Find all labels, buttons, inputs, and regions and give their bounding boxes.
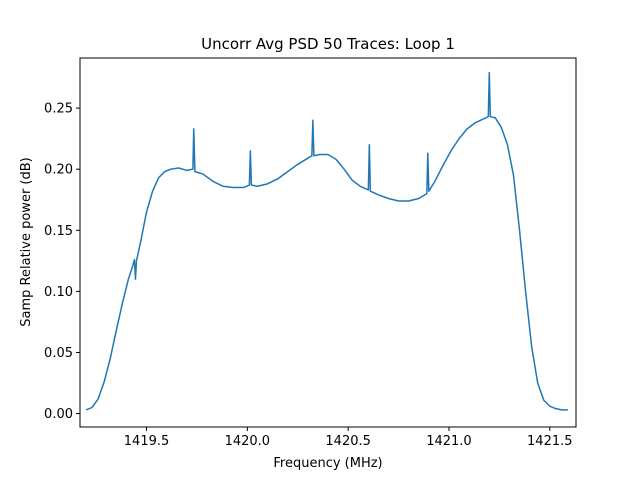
- y-tick-label: 0.10: [44, 285, 73, 300]
- x-tick-label: 1420.5: [325, 434, 371, 449]
- x-axis-label: Frequency (MHz): [273, 456, 382, 471]
- y-tick-label: 0.20: [44, 163, 73, 178]
- y-tick-label: 0.05: [44, 346, 73, 361]
- y-tick-label: 0.15: [44, 224, 73, 239]
- x-tick-label: 1420.0: [225, 434, 271, 449]
- x-tick-label: 1421.5: [527, 434, 573, 449]
- x-tick-label: 1419.5: [124, 434, 170, 449]
- y-tick-label: 0.00: [44, 407, 73, 422]
- y-axis-ticks: 0.00 0.05 0.10 0.15 0.20 0.25: [44, 102, 80, 422]
- plot-background: [80, 58, 576, 427]
- y-tick-label: 0.25: [44, 102, 73, 117]
- plot-frame: [79, 57, 577, 428]
- x-tick-label: 1421.0: [426, 434, 472, 449]
- y-axis-label: Samp Relative power (dB): [19, 157, 34, 326]
- x-axis-ticks: 1419.5 1420.0 1420.5 1421.0 1421.5: [124, 427, 573, 449]
- chart-title: Uncorr Avg PSD 50 Traces: Loop 1: [201, 35, 455, 53]
- plot-area: [79, 57, 577, 428]
- series-line: [85, 71, 568, 411]
